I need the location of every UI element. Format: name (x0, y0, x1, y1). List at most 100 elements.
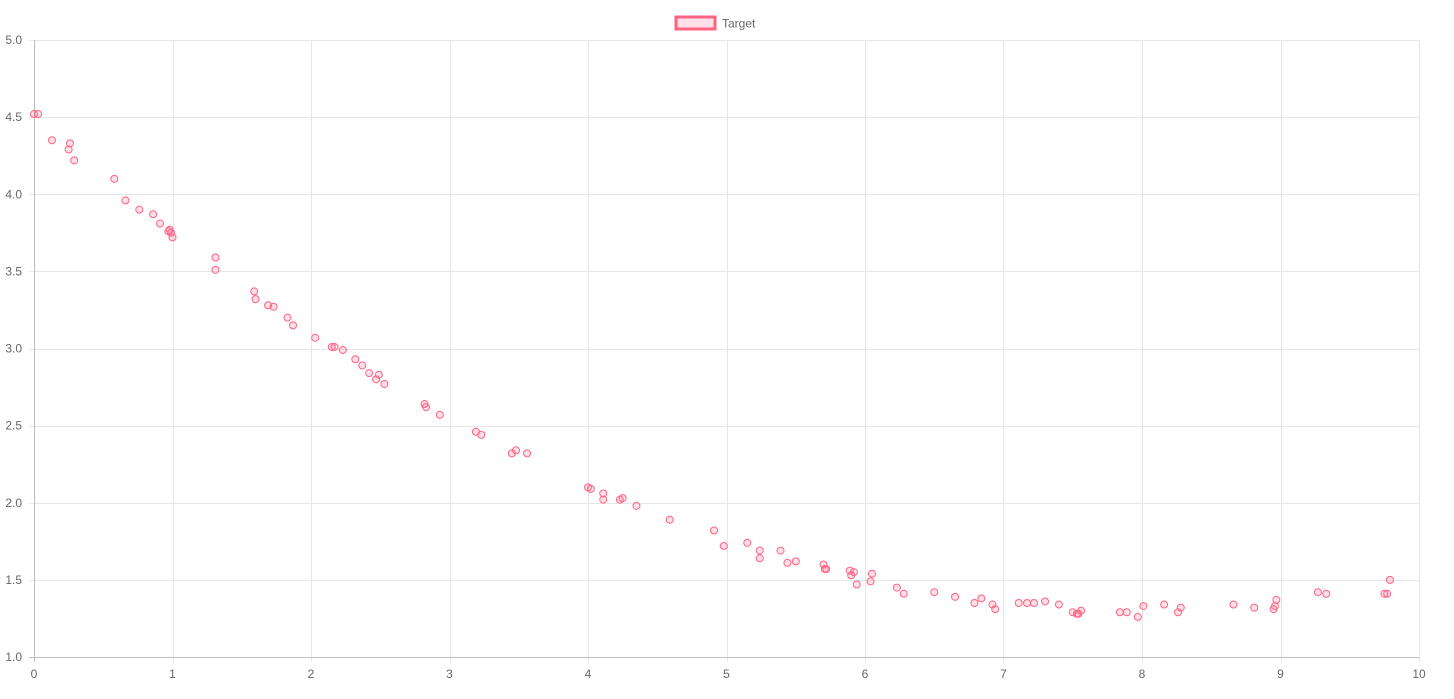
scatter-point[interactable] (866, 577, 875, 586)
scatter-point[interactable] (1270, 602, 1279, 611)
scatter-point[interactable] (330, 342, 339, 351)
scatter-point[interactable] (819, 560, 828, 569)
scatter-point[interactable] (1160, 600, 1169, 609)
scatter-point[interactable] (372, 375, 381, 384)
y-tick-label: 2.5 (5, 419, 22, 433)
scatter-point[interactable] (1322, 589, 1331, 598)
y-tick-label: 4.5 (5, 110, 22, 124)
scatter-point[interactable] (845, 566, 854, 575)
scatter-point[interactable] (511, 446, 520, 455)
scatter-point[interactable] (899, 589, 908, 598)
scatter-point[interactable] (1077, 606, 1086, 615)
scatter-point[interactable] (250, 287, 259, 296)
scatter-point[interactable] (66, 139, 75, 148)
legend[interactable]: Target (674, 15, 756, 31)
scatter-point[interactable] (168, 233, 177, 242)
scatter-point[interactable] (791, 557, 800, 566)
scatter-point[interactable] (930, 588, 939, 597)
scatter-point[interactable] (251, 295, 260, 304)
scatter-point[interactable] (1122, 608, 1131, 617)
scatter-point[interactable] (665, 515, 674, 524)
legend-swatch[interactable] (674, 15, 717, 31)
scatter-point[interactable] (977, 594, 986, 603)
scatter-point[interactable] (991, 605, 1000, 614)
scatter-point[interactable] (852, 580, 861, 589)
scatter-point[interactable] (892, 583, 901, 592)
scatter-point[interactable] (380, 379, 389, 388)
scatter-point[interactable] (743, 538, 752, 547)
grid-layer (29, 40, 1420, 662)
y-tick-label: 3.5 (5, 264, 22, 278)
scatter-point[interactable] (338, 346, 347, 355)
scatter-point[interactable] (365, 369, 374, 378)
scatter-point[interactable] (970, 599, 979, 608)
scatter-point[interactable] (477, 430, 486, 439)
scatter-point[interactable] (1014, 599, 1023, 608)
scatter-point[interactable] (599, 495, 608, 504)
scatter-point[interactable] (1250, 603, 1259, 612)
scatter-point[interactable] (719, 541, 728, 550)
scatter-point[interactable] (755, 546, 764, 555)
scatter-point[interactable] (327, 342, 336, 351)
x-tick-label: 0 (31, 667, 38, 681)
scatter-point[interactable] (374, 370, 383, 379)
scatter-point[interactable] (358, 361, 367, 370)
scatter-point[interactable] (1380, 589, 1389, 598)
scatter-point[interactable] (64, 145, 73, 154)
scatter-point[interactable] (1174, 608, 1183, 617)
scatter-point[interactable] (618, 494, 627, 503)
scatter-point[interactable] (1133, 612, 1142, 621)
scatter-point[interactable] (435, 410, 444, 419)
scatter-point[interactable] (1029, 599, 1038, 608)
scatter-point[interactable] (1041, 597, 1050, 606)
scatter-point[interactable] (867, 569, 876, 578)
scatter-point[interactable] (849, 568, 858, 577)
x-tick-label: 2 (308, 667, 315, 681)
scatter-point[interactable] (283, 313, 292, 322)
scatter-point[interactable] (783, 558, 792, 567)
scatter-point[interactable] (30, 110, 38, 119)
scatter-point[interactable] (1054, 600, 1063, 609)
scatter-point[interactable] (523, 449, 532, 458)
scatter-point[interactable] (1272, 595, 1281, 604)
points-layer (30, 110, 1394, 621)
scatter-point[interactable] (211, 253, 220, 262)
scatter-point[interactable] (632, 501, 641, 510)
scatter-point[interactable] (288, 321, 297, 330)
scatter-point[interactable] (1023, 599, 1032, 608)
scatter-point[interactable] (48, 136, 57, 145)
scatter-point[interactable] (311, 333, 320, 342)
scatter-point[interactable] (988, 600, 997, 609)
scatter-point[interactable] (156, 219, 165, 228)
scatter-point[interactable] (211, 265, 220, 274)
scatter-point[interactable] (70, 156, 79, 165)
scatter-point[interactable] (1385, 575, 1394, 584)
scatter-point[interactable] (710, 526, 719, 535)
scatter-point[interactable] (1313, 588, 1322, 597)
scatter-point[interactable] (1139, 602, 1148, 611)
scatter-point[interactable] (755, 554, 764, 563)
scatter-point[interactable] (951, 592, 960, 601)
scatter-point[interactable] (121, 196, 130, 205)
scatter-point[interactable] (1229, 600, 1238, 609)
scatter-point[interactable] (776, 546, 785, 555)
legend-label[interactable]: Target (722, 17, 756, 31)
scatter-point[interactable] (1115, 608, 1124, 617)
scatter-point[interactable] (167, 228, 176, 237)
scatter-point[interactable] (110, 174, 119, 183)
scatter-point[interactable] (269, 302, 278, 311)
scatter-point[interactable] (34, 110, 43, 119)
scatter-point[interactable] (135, 205, 144, 214)
scatter-point[interactable] (1176, 603, 1185, 612)
x-tick-label: 5 (723, 667, 730, 681)
x-tick-label: 1 (169, 667, 176, 681)
scatter-point[interactable] (1383, 589, 1392, 598)
scatter-point[interactable] (822, 565, 831, 574)
scatter-point[interactable] (351, 355, 360, 364)
scatter-point[interactable] (586, 484, 595, 493)
x-tick-label: 8 (1139, 667, 1146, 681)
scatter-point[interactable] (421, 403, 430, 412)
scatter-point[interactable] (599, 489, 608, 498)
scatter-point[interactable] (149, 210, 158, 219)
